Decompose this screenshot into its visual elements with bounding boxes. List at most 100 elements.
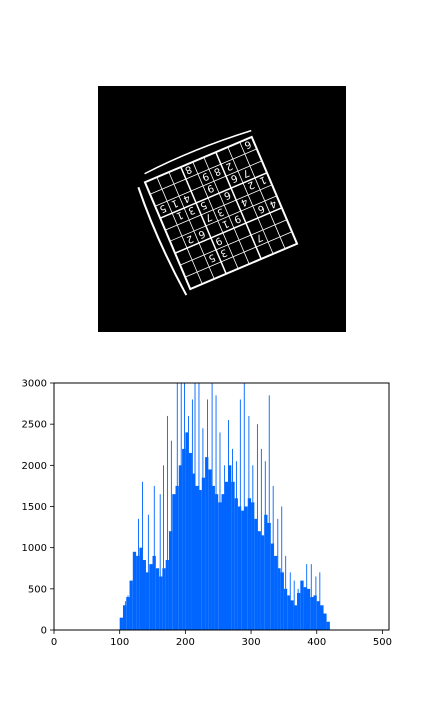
histogram-spike: [248, 415, 250, 630]
histogram-bar: [303, 587, 307, 630]
histogram-bar: [231, 481, 235, 630]
histogram-spike: [198, 383, 200, 630]
histogram-spike: [232, 448, 233, 630]
histogram-bar: [244, 506, 248, 630]
histogram-spike: [211, 383, 213, 630]
histogram-chart: 0 100 200 300 400 500 0 500 1000 1500 2000 2500 300…: [22, 379, 392, 649]
histogram-bar: [313, 595, 317, 630]
histogram-spike: [153, 485, 155, 630]
histogram-bars: [119, 383, 330, 630]
x-tick-label: 300: [242, 637, 261, 648]
grid-line: [185, 231, 293, 278]
histogram-bar: [132, 551, 137, 630]
histogram-bar: [214, 494, 219, 630]
histogram-bar: [195, 485, 199, 630]
histogram-spike: [256, 424, 258, 630]
histogram-spike: [138, 518, 139, 630]
histogram-bar: [274, 555, 278, 630]
grid-line: [215, 151, 262, 260]
sudoku-digit: 4: [181, 192, 191, 205]
sudoku-digit: 1: [258, 173, 268, 186]
histogram-spike: [176, 383, 178, 630]
sudoku-digit: 7: [254, 231, 264, 244]
histogram-spike: [302, 583, 304, 630]
histogram-bar: [185, 432, 189, 630]
histogram-spike: [260, 448, 262, 630]
sudoku-digit: 2: [224, 160, 234, 173]
grid-line: [169, 195, 277, 242]
histogram-spike: [272, 485, 274, 630]
histogram-bar: [205, 457, 209, 630]
x-tick-label: 500: [373, 637, 392, 648]
sudoku-digit: 1: [220, 217, 230, 230]
y-tick-label: 3000: [22, 379, 47, 390]
histogram-bar: [182, 448, 186, 630]
histogram-bar: [257, 531, 261, 630]
histogram-spike: [252, 465, 254, 630]
histogram-spike: [264, 461, 266, 630]
histogram-bar: [201, 477, 206, 630]
sudoku-digit: 9: [205, 182, 215, 195]
grid-line: [227, 146, 274, 255]
histogram-bar: [323, 613, 327, 630]
histogram-bar: [300, 580, 304, 630]
histogram-bar: [159, 576, 163, 630]
histogram-spike: [289, 572, 291, 630]
histogram-spike: [235, 461, 237, 630]
sudoku-digit: 5: [198, 199, 208, 212]
y-tick-label: 500: [28, 584, 47, 595]
sudoku-digit: 7: [241, 167, 251, 180]
sudoku-digit: 6: [222, 188, 232, 201]
histogram-bar: [290, 600, 294, 630]
histogram-spike: [207, 399, 208, 630]
histogram-spike: [191, 399, 193, 630]
sudoku-digit: 4: [268, 197, 278, 210]
histogram-spike: [281, 506, 283, 630]
histogram-bar: [254, 518, 258, 630]
sudoku-digit: 8: [212, 165, 222, 178]
histogram-bar: [320, 605, 324, 630]
histogram-spike: [224, 465, 226, 630]
grid-line: [156, 177, 203, 285]
sudoku-digit: 3: [218, 246, 228, 259]
histogram-bar: [119, 617, 123, 630]
histogram-bar: [260, 535, 265, 630]
histogram-bar: [178, 465, 183, 630]
histogram-bar: [188, 452, 192, 630]
histogram-spike: [319, 572, 321, 630]
x-tick-label: 400: [307, 637, 326, 648]
grid-line: [203, 157, 250, 265]
histogram-spike: [166, 415, 168, 630]
sudoku-digit: 6: [242, 138, 252, 151]
sudoku-digit: 3: [186, 204, 196, 217]
x-tick-label: 0: [51, 637, 57, 648]
grid-line: [239, 141, 286, 249]
sudoku-digit: 9: [232, 212, 242, 225]
histogram-spike: [310, 564, 312, 630]
histogram-bar: [237, 506, 242, 630]
sudoku-digit: 6: [196, 227, 206, 240]
grid-line: [154, 160, 263, 207]
sudoku-digit: 2: [185, 232, 195, 245]
grid-line: [179, 219, 288, 266]
histogram-bar: [280, 572, 284, 630]
histogram-spike: [243, 383, 245, 630]
histogram-spike: [147, 514, 149, 630]
histogram-bar: [145, 572, 150, 630]
sudoku-digit: 9: [200, 170, 210, 183]
y-tick-label: 1000: [22, 543, 47, 554]
histogram-spike: [202, 428, 204, 630]
sudoku-digit: 5: [207, 251, 217, 264]
histogram-spike: [285, 555, 287, 630]
histogram-spike: [315, 576, 317, 630]
sudoku-digit: 8: [183, 163, 193, 176]
histogram-bar: [198, 490, 202, 630]
y-axis: 0 500 1000 1500 2000 2500 3000: [22, 379, 54, 637]
histogram-spike: [124, 601, 126, 630]
grid-line: [165, 184, 273, 231]
histogram-spike: [215, 395, 217, 630]
histogram-bar: [241, 510, 245, 630]
